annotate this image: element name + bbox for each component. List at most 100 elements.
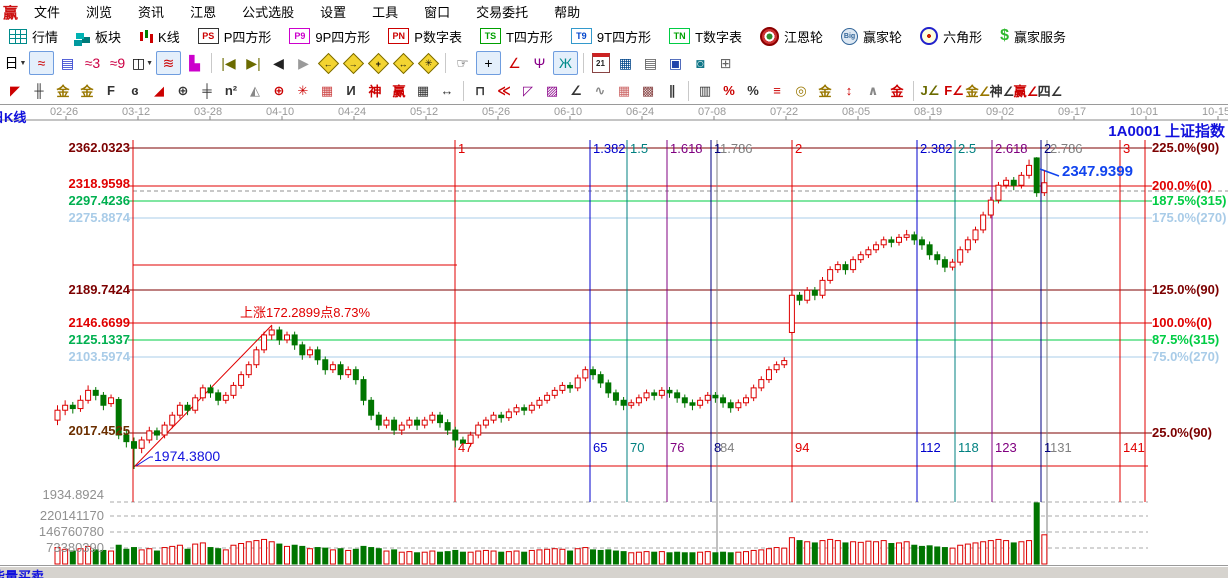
gann-grid-tool-icon[interactable]: Ψ — [533, 55, 546, 71]
last-price-label: 2347.9399 — [1062, 163, 1133, 180]
menu-item-5[interactable]: 设置 — [320, 4, 347, 20]
winner-wheel-button-icon: Big — [841, 27, 859, 45]
n2-ruler-icon[interactable]: n² — [224, 83, 238, 98]
next-page-icon[interactable]: ▶ — [298, 54, 309, 71]
chart-canvas[interactable]: 02-26 03-12 03-28 04-10 04-24 05-12 05-26 06-10… — [0, 104, 1228, 565]
zigzag-tool-icon[interactable]: ≈ — [29, 51, 54, 75]
box-measure-icon[interactable]: ⊓ — [474, 82, 486, 98]
web-icon[interactable]: ✳ — [297, 82, 309, 98]
memo-icon[interactable]: ▤ — [643, 54, 658, 71]
wave-3-icon[interactable]: ≈3 — [84, 55, 101, 71]
j-angle-icon[interactable]: J∠ — [920, 82, 940, 98]
menu-item-2[interactable]: 资讯 — [138, 4, 165, 20]
info-panel-icon[interactable]: ▤ — [60, 54, 75, 71]
diamond-cross-icon[interactable]: + — [367, 52, 390, 74]
save-icon[interactable]: ▣ — [668, 54, 683, 71]
scribble-tool-icon[interactable]: ≋ — [156, 51, 181, 75]
ying-tool-icon[interactable]: 赢 — [392, 84, 406, 99]
trend-lines-icon[interactable]: ∠ — [570, 82, 582, 98]
diamond-expand-icon[interactable]: ✳ — [417, 52, 440, 74]
wave-9-icon[interactable]: ≈9 — [109, 55, 126, 71]
shen-tool-icon[interactable]: 神 — [368, 84, 382, 99]
sectors-button[interactable]: 板块 — [67, 24, 130, 48]
menu-item-7[interactable]: 窗口 — [424, 4, 451, 20]
winner-wheel-button[interactable]: Big 赢家轮 — [832, 24, 911, 48]
gold-circle-icon[interactable]: ◎ — [795, 82, 807, 98]
p-square-button[interactable]: PS P四方形 — [189, 24, 281, 48]
f-ruler-icon[interactable]: F — [107, 83, 115, 98]
gold-ruler-1-icon[interactable]: 金 — [56, 84, 70, 99]
data-download-icon[interactable]: ⊞ — [719, 54, 732, 71]
diamond-compress-icon[interactable]: ↔ — [392, 52, 415, 74]
ying-angle-icon[interactable]: 赢∠ — [1013, 84, 1039, 99]
candle-style-icon[interactable]: ◫ ▼ — [131, 54, 154, 71]
winner-service-button[interactable]: $ 赢家服务 — [991, 24, 1075, 48]
period-day-icon[interactable]: 日 ▼ — [4, 55, 27, 71]
hatchet-icon[interactable]: ◤ — [10, 82, 20, 98]
percent-level-icon[interactable]: ≡ — [773, 83, 781, 98]
percent-line-icon[interactable]: % — [723, 83, 735, 98]
spiral-icon[interactable]: ɞ — [131, 83, 139, 98]
prev-page-icon[interactable]: ◀ — [273, 54, 284, 71]
four-angle-icon[interactable]: 四∠ — [1037, 84, 1063, 99]
diamond-left-icon[interactable]: ← — [317, 52, 340, 74]
goto-last-icon[interactable]: ▶| — [246, 54, 261, 71]
gold-ruler-2-icon[interactable]: 金 — [80, 84, 94, 99]
pan-hand-icon[interactable]: ☞ — [456, 54, 469, 71]
t-table-button[interactable]: TN T数字表 — [660, 24, 751, 48]
volume-profile-icon[interactable]: ▙ — [189, 54, 200, 71]
span-arrow-icon[interactable]: ↔ — [440, 83, 454, 98]
parallel-lines-icon[interactable]: ∥ — [668, 82, 676, 98]
time-ruler-icon[interactable]: ╫ — [34, 83, 44, 98]
menu-item-9[interactable]: 帮助 — [554, 4, 581, 20]
p-table-button[interactable]: PN P数字表 — [379, 24, 471, 48]
hexagon-button[interactable]: 六角形 — [911, 24, 991, 48]
calculator-icon[interactable]: ▦ — [618, 54, 633, 71]
menu-item-1[interactable]: 浏览 — [86, 4, 113, 20]
gold-angle-icon[interactable]: 金∠ — [965, 84, 991, 99]
pen-measure-icon[interactable]: ↕ — [845, 83, 853, 98]
tick-ruler-icon[interactable]: ╪ — [202, 83, 212, 98]
menu-item-6[interactable]: 工具 — [372, 4, 399, 20]
9t-square-button[interactable]: T9 9T四方形 — [562, 24, 660, 48]
compass-icon[interactable]: ⊕ — [273, 82, 285, 98]
grid-square-icon[interactable]: ▦ — [320, 82, 334, 98]
menu-item-4[interactable]: 公式选股 — [242, 4, 295, 20]
market-quotes-button[interactable]: 行情 — [0, 24, 67, 48]
f-angle-icon[interactable]: F∠ — [944, 82, 964, 98]
fan-lines-icon[interactable]: ≪ — [497, 82, 511, 98]
crosshair-icon[interactable]: + — [476, 51, 501, 75]
volume-bar — [605, 549, 612, 565]
shen-angle-icon[interactable]: 神∠ — [989, 84, 1015, 99]
goto-first-icon[interactable]: |◀ — [221, 54, 236, 71]
wave-ab-icon[interactable]: ∧ — [867, 82, 879, 98]
gann-wheel-button[interactable]: 江恩轮 — [751, 24, 832, 48]
fan-box-icon[interactable]: ◸ — [523, 82, 533, 98]
angle-measure-icon[interactable]: ∠ — [508, 54, 521, 71]
menu-item-8[interactable]: 交易委托 — [476, 4, 529, 20]
angle-mirror-icon[interactable]: ◭ — [250, 82, 260, 98]
fan-grid-icon[interactable]: ▨ — [545, 82, 559, 98]
grid-123-icon[interactable]: ▦ — [416, 82, 430, 98]
kline-button[interactable]: K线 — [130, 24, 189, 48]
zigzag-line-icon[interactable]: ∿ — [594, 82, 606, 98]
calendar-icon[interactable]: 21 — [589, 52, 612, 74]
t-square-button[interactable]: TS T四方形 — [471, 24, 562, 48]
9p-square-button[interactable]: P9 9P四方形 — [280, 24, 379, 48]
diamond-right-icon[interactable]: → — [342, 52, 365, 74]
price-scale-icon[interactable]: ▥ — [698, 82, 712, 98]
kn-icon[interactable]: И — [346, 83, 356, 98]
grid-dark-icon[interactable]: ▩ — [641, 82, 655, 98]
grid-red-icon[interactable]: ▦ — [617, 82, 631, 98]
hexagon-button-label: 六角形 — [943, 29, 983, 45]
wave-edit-icon[interactable]: Ж — [553, 51, 578, 75]
menu-item-3[interactable]: 江恩 — [190, 4, 217, 20]
candle — [903, 234, 910, 238]
gold-level-icon[interactable]: 金 — [818, 84, 832, 99]
export-web-icon[interactable]: ◙ — [696, 55, 705, 71]
hatchet-ruler-icon[interactable]: ◢ — [154, 82, 164, 98]
menu-item-0[interactable]: 文件 — [34, 4, 61, 20]
percent-icon[interactable]: % — [747, 83, 759, 98]
circle-ruler-icon[interactable]: ⊕ — [177, 82, 189, 98]
gold-line-icon[interactable]: 金 — [890, 84, 904, 99]
